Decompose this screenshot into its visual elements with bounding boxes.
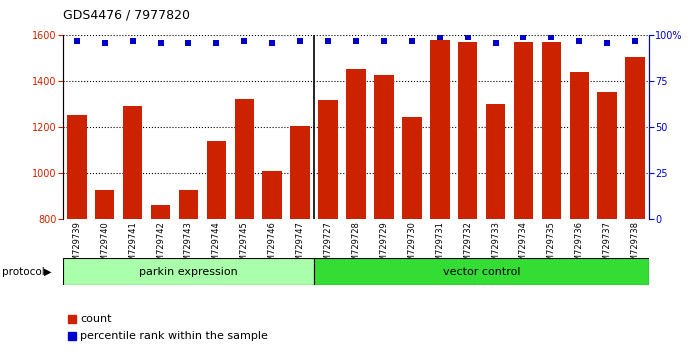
Bar <box>570 72 589 219</box>
Text: protocol: protocol <box>2 267 45 277</box>
Bar <box>486 104 505 219</box>
Bar <box>346 69 366 219</box>
Text: vector control: vector control <box>443 267 521 277</box>
Bar <box>207 141 226 219</box>
Bar <box>374 74 394 219</box>
Bar <box>67 115 87 219</box>
Bar <box>151 205 170 219</box>
Bar <box>63 258 314 285</box>
Bar <box>430 40 450 219</box>
Bar <box>402 117 422 219</box>
Bar <box>235 99 254 219</box>
Bar <box>314 258 649 285</box>
Text: percentile rank within the sample: percentile rank within the sample <box>80 331 268 341</box>
Text: GDS4476 / 7977820: GDS4476 / 7977820 <box>63 9 190 22</box>
Bar <box>458 42 477 219</box>
Text: ▶: ▶ <box>44 267 52 277</box>
Bar <box>597 92 617 219</box>
Bar <box>625 57 645 219</box>
Bar <box>514 42 533 219</box>
Bar <box>318 100 338 219</box>
Text: parkin expression: parkin expression <box>139 267 238 277</box>
Bar <box>179 189 198 219</box>
Text: count: count <box>80 314 112 324</box>
Bar <box>95 189 114 219</box>
Bar <box>290 126 310 219</box>
Bar <box>542 42 561 219</box>
Bar <box>262 171 282 219</box>
Bar <box>123 105 142 219</box>
